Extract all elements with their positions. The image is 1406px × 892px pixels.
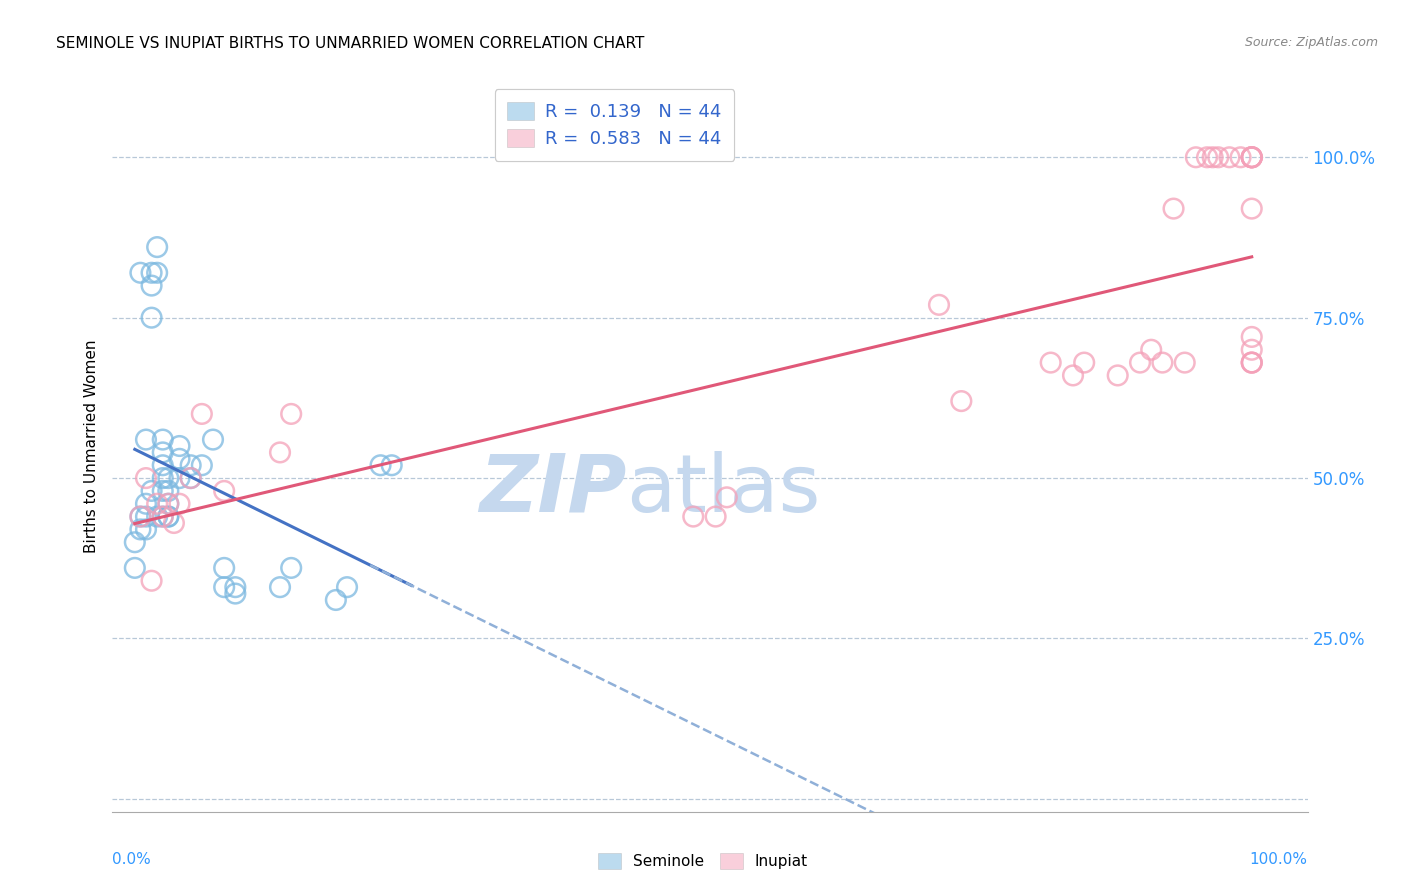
Point — [928, 298, 950, 312]
Point — [146, 240, 169, 254]
Text: SEMINOLE VS INUPIAT BIRTHS TO UNMARRIED WOMEN CORRELATION CHART: SEMINOLE VS INUPIAT BIRTHS TO UNMARRIED … — [56, 36, 644, 51]
Legend: R =  0.139   N = 44, R =  0.583   N = 44: R = 0.139 N = 44, R = 0.583 N = 44 — [495, 89, 734, 161]
Point — [1073, 355, 1095, 369]
Point — [1062, 368, 1084, 383]
Point — [129, 509, 152, 524]
Point — [141, 266, 163, 280]
Point — [141, 483, 163, 498]
Point — [157, 497, 180, 511]
Text: 0.0%: 0.0% — [112, 852, 152, 867]
Point — [180, 471, 202, 485]
Point — [682, 509, 704, 524]
Point — [152, 458, 174, 473]
Point — [269, 445, 291, 459]
Point — [1240, 150, 1263, 164]
Point — [1240, 202, 1263, 216]
Point — [1185, 150, 1208, 164]
Point — [1206, 150, 1229, 164]
Point — [152, 483, 174, 498]
Point — [157, 483, 180, 498]
Point — [381, 458, 404, 473]
Point — [157, 497, 180, 511]
Point — [124, 561, 146, 575]
Point — [1240, 150, 1263, 164]
Point — [1197, 150, 1219, 164]
Point — [1140, 343, 1163, 357]
Point — [146, 266, 169, 280]
Point — [1039, 355, 1062, 369]
Point — [146, 497, 169, 511]
Point — [129, 266, 152, 280]
Point — [280, 407, 302, 421]
Legend: Seminole, Inupiat: Seminole, Inupiat — [592, 847, 814, 875]
Point — [1240, 150, 1263, 164]
Point — [152, 509, 174, 524]
Point — [1240, 150, 1263, 164]
Point — [135, 523, 157, 537]
Point — [141, 574, 163, 588]
Point — [269, 580, 291, 594]
Point — [1240, 150, 1263, 164]
Point — [169, 497, 191, 511]
Point — [1240, 343, 1263, 357]
Text: Source: ZipAtlas.com: Source: ZipAtlas.com — [1244, 36, 1378, 49]
Point — [224, 586, 246, 600]
Text: ZIP: ZIP — [479, 450, 626, 529]
Point — [1229, 150, 1251, 164]
Point — [169, 451, 191, 466]
Point — [1240, 355, 1263, 369]
Point — [1201, 150, 1223, 164]
Text: atlas: atlas — [626, 450, 821, 529]
Point — [212, 580, 235, 594]
Point — [157, 509, 180, 524]
Point — [325, 593, 347, 607]
Point — [152, 445, 174, 459]
Point — [141, 310, 163, 325]
Point — [152, 433, 174, 447]
Point — [141, 278, 163, 293]
Point — [152, 471, 174, 485]
Point — [135, 497, 157, 511]
Point — [129, 523, 152, 537]
Text: 100.0%: 100.0% — [1250, 852, 1308, 867]
Point — [157, 509, 180, 524]
Point — [135, 433, 157, 447]
Point — [169, 439, 191, 453]
Point — [135, 471, 157, 485]
Point — [169, 471, 191, 485]
Point — [716, 491, 738, 505]
Point — [280, 561, 302, 575]
Point — [180, 458, 202, 473]
Point — [1152, 355, 1174, 369]
Point — [704, 509, 727, 524]
Point — [191, 407, 214, 421]
Point — [1240, 355, 1263, 369]
Point — [129, 509, 152, 524]
Point — [157, 471, 180, 485]
Point — [152, 509, 174, 524]
Point — [191, 458, 214, 473]
Point — [201, 433, 224, 447]
Point — [1174, 355, 1197, 369]
Point — [1218, 150, 1240, 164]
Point — [1163, 202, 1185, 216]
Point — [146, 509, 169, 524]
Point — [1240, 355, 1263, 369]
Point — [135, 509, 157, 524]
Point — [124, 535, 146, 549]
Point — [1240, 330, 1263, 344]
Point — [1129, 355, 1152, 369]
Point — [180, 471, 202, 485]
Point — [212, 483, 235, 498]
Point — [950, 394, 973, 409]
Point — [336, 580, 359, 594]
Point — [212, 561, 235, 575]
Point — [1107, 368, 1129, 383]
Point — [163, 516, 186, 530]
Point — [370, 458, 392, 473]
Y-axis label: Births to Unmarried Women: Births to Unmarried Women — [84, 339, 100, 553]
Point — [224, 580, 246, 594]
